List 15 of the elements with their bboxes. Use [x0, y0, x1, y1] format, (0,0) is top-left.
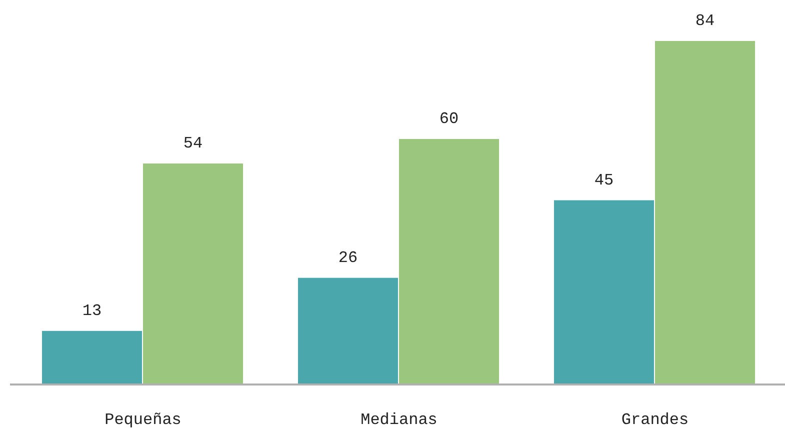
bar: [42, 330, 142, 384]
data-label: 13: [82, 302, 102, 320]
bar: [143, 164, 243, 384]
data-label: 84: [695, 12, 715, 30]
data-label: 26: [338, 248, 358, 267]
data-label: 60: [439, 110, 459, 128]
bar: [554, 200, 654, 384]
bar: [298, 278, 398, 384]
x-tick-label: Pequeñas: [104, 411, 182, 429]
x-tick-label: Medianas: [360, 411, 438, 429]
bar: [399, 139, 499, 384]
bar: [655, 41, 755, 384]
x-tick-label: Grandes: [621, 411, 689, 429]
data-label: 45: [594, 171, 614, 190]
data-label: 54: [183, 134, 203, 152]
